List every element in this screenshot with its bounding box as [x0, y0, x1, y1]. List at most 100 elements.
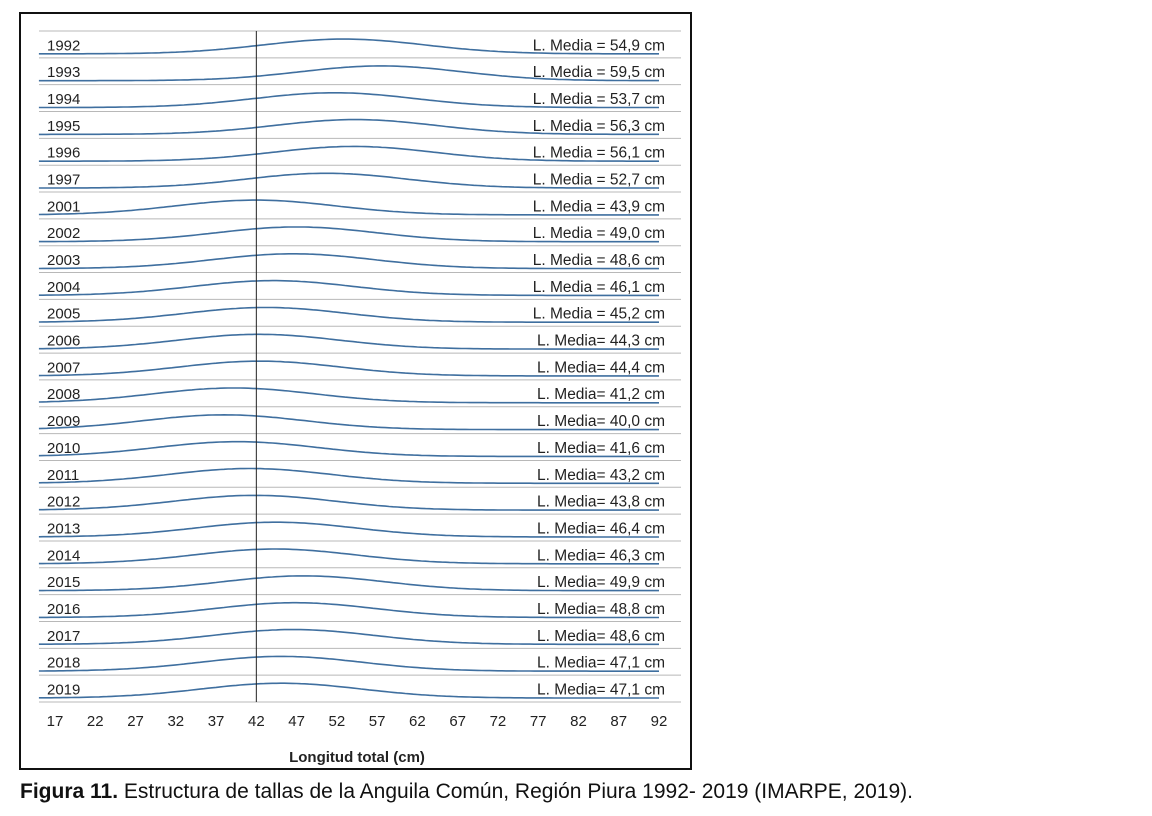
x-tick-label: 82 — [570, 713, 587, 730]
x-tick-label: 42 — [248, 713, 265, 730]
curve-2013 — [38, 521, 659, 538]
x-tick-label: 67 — [449, 713, 466, 730]
year-label: 2010 — [47, 440, 80, 457]
curve-2016 — [38, 601, 659, 619]
mean-label: L. Media= 49,9 cm — [537, 574, 665, 591]
distribution-curves — [38, 38, 659, 699]
curve-2011 — [38, 467, 659, 485]
curve-2009 — [38, 413, 659, 431]
curve-1996 — [38, 145, 659, 162]
year-label: 2007 — [47, 359, 80, 376]
year-label: 2016 — [47, 601, 80, 618]
x-tick-label: 22 — [87, 713, 104, 730]
ridgeline-chart: 1992 L. Media = 54,9 cm 1993 L. Media = 59,… — [38, 30, 681, 766]
mean-label: L. Media = 56,1 cm — [533, 145, 665, 162]
curve-2005 — [38, 306, 659, 323]
mean-label: L. Media= 46,4 cm — [537, 520, 665, 537]
year-label: 2011 — [47, 467, 79, 484]
year-label: 2004 — [47, 279, 80, 296]
mean-label: L. Media = 53,7 cm — [533, 91, 665, 108]
row-labels: 1992 L. Media = 54,9 cm 1993 L. Media = 59,… — [47, 37, 665, 698]
year-label: 2009 — [47, 413, 80, 430]
caption-text: Estructura de tallas de la Anguila Común… — [118, 780, 913, 803]
year-label: 2013 — [47, 520, 80, 537]
curve-2019 — [38, 682, 659, 699]
mean-label: L. Media= 40,0 cm — [537, 413, 665, 430]
year-label: 1994 — [47, 91, 80, 108]
curve-2018 — [38, 655, 659, 672]
mean-label: L. Media = 54,9 cm — [533, 37, 665, 54]
chart-frame: 1992 L. Media = 54,9 cm 1993 L. Media = 59,… — [19, 12, 692, 770]
year-label: 1996 — [47, 145, 80, 162]
mean-label: L. Media= 48,8 cm — [537, 601, 665, 618]
curve-1997 — [38, 172, 659, 189]
figure-caption: Figura 11. Estructura de tallas de la An… — [20, 780, 1140, 804]
x-tick-label: 47 — [288, 713, 305, 730]
mean-label: L. Media= 41,6 cm — [537, 440, 665, 457]
curve-2004 — [38, 279, 659, 297]
curve-2015 — [38, 575, 659, 592]
curve-2012 — [38, 494, 659, 511]
curve-2008 — [38, 387, 659, 404]
curve-2007 — [38, 360, 659, 377]
year-label: 2006 — [47, 333, 80, 350]
caption-number: Figura 11. — [20, 780, 119, 803]
mean-label: L. Media= 43,2 cm — [537, 467, 665, 484]
x-axis-label: Longitud total (cm) — [289, 749, 425, 766]
mean-label: L. Media= 47,1 cm — [537, 681, 665, 698]
curve-1993 — [38, 65, 659, 82]
mean-label: L. Media= 44,3 cm — [537, 333, 665, 350]
mean-label: L. Media = 43,9 cm — [533, 198, 665, 215]
mean-label: L. Media= 41,2 cm — [537, 386, 665, 403]
mean-label: L. Media = 49,0 cm — [533, 225, 665, 242]
row-grid — [39, 30, 681, 703]
x-tick-label: 37 — [208, 713, 225, 730]
mean-label: L. Media = 45,2 cm — [533, 306, 665, 323]
x-tick-label: 57 — [369, 713, 386, 730]
year-label: 1993 — [47, 64, 80, 81]
curve-1994 — [38, 92, 659, 109]
x-tick-label: 92 — [651, 713, 668, 730]
year-label: 2019 — [47, 681, 80, 698]
year-label: 2003 — [47, 252, 80, 269]
year-label: 1995 — [47, 118, 80, 135]
mean-label: L. Media = 56,3 cm — [533, 118, 665, 135]
x-tick-label: 52 — [329, 713, 346, 730]
curve-2010 — [38, 440, 659, 458]
year-label: 2001 — [47, 198, 80, 215]
x-tick-label: 62 — [409, 713, 426, 730]
year-label: 2002 — [47, 225, 80, 242]
x-axis-ticks: 17 22 27 32 37 42 47 52 57 62 67 72 77 82 87 92 — [47, 713, 668, 730]
curve-2014 — [38, 548, 659, 565]
year-label: 2017 — [47, 628, 80, 645]
curve-2003 — [38, 253, 659, 270]
x-tick-label: 72 — [490, 713, 507, 730]
year-label: 2012 — [47, 494, 80, 511]
year-label: 2015 — [47, 574, 80, 591]
mean-label: L. Media= 48,6 cm — [537, 628, 665, 645]
x-tick-label: 77 — [530, 713, 547, 730]
mean-label: L. Media= 46,3 cm — [537, 547, 665, 564]
curve-2002 — [38, 226, 659, 243]
year-label: 2014 — [47, 547, 80, 564]
curve-2017 — [38, 628, 659, 646]
x-tick-label: 87 — [610, 713, 627, 730]
mean-label: L. Media = 59,5 cm — [533, 64, 665, 81]
x-tick-label: 27 — [127, 713, 144, 730]
year-label: 2008 — [47, 386, 80, 403]
year-label: 2005 — [47, 306, 80, 323]
curve-2001 — [38, 199, 659, 216]
mean-label: L. Media= 43,8 cm — [537, 494, 665, 511]
curve-1992 — [38, 38, 659, 55]
year-label: 1997 — [47, 172, 80, 189]
mean-label: L. Media = 46,1 cm — [533, 279, 665, 296]
year-label: 1992 — [47, 37, 80, 54]
curve-2006 — [38, 333, 659, 350]
x-tick-label: 17 — [47, 713, 64, 730]
x-tick-label: 32 — [167, 713, 184, 730]
year-label: 2018 — [47, 655, 80, 672]
mean-label: L. Media= 44,4 cm — [537, 359, 665, 376]
mean-label: L. Media= 47,1 cm — [537, 655, 665, 672]
curve-1995 — [38, 118, 659, 136]
mean-label: L. Media = 52,7 cm — [533, 172, 665, 189]
